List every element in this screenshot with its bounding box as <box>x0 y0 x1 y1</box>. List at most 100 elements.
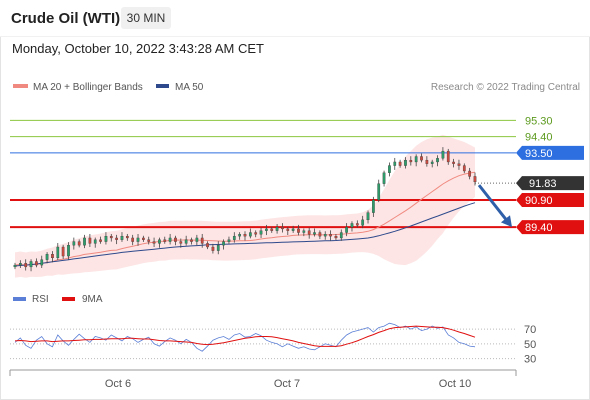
price-panel: 95.30 94.40 93.50 90.90 89.40 91.83 <box>10 115 584 278</box>
candle-body <box>211 246 215 251</box>
candle-body <box>142 237 145 240</box>
candle-body <box>51 254 54 259</box>
candle-body <box>468 170 472 177</box>
candle-body <box>227 239 231 242</box>
candle-body <box>366 212 370 221</box>
candle-body <box>136 237 140 242</box>
rsi-line <box>14 322 476 352</box>
candle-body <box>216 245 220 251</box>
legend-rsi-swatch <box>13 297 26 301</box>
level-tag-90-90 <box>516 192 584 207</box>
candle-body <box>270 228 274 231</box>
last-price-tag <box>516 176 584 191</box>
level-label-93-50: 93.50 <box>525 148 553 160</box>
candle-body <box>158 239 161 244</box>
candle-body <box>61 246 65 257</box>
candle-body <box>206 243 209 248</box>
candle-body <box>355 223 359 226</box>
header-divider <box>0 36 590 37</box>
candle-body <box>24 263 28 268</box>
candle-body <box>238 234 242 237</box>
candle-body <box>361 219 365 226</box>
candle-body <box>372 199 375 213</box>
x-tick-oct7: Oct 7 <box>274 378 300 390</box>
candle-body <box>125 235 129 239</box>
candle-body <box>29 261 33 268</box>
instrument-title: Crude Oil (WTI) <box>11 10 121 27</box>
candle-body <box>88 237 92 244</box>
candle-body <box>302 230 306 233</box>
x-tick-oct6: Oct 6 <box>105 378 131 390</box>
candle-body <box>393 161 397 166</box>
ma50-line <box>14 202 476 267</box>
candle-body <box>77 241 81 246</box>
candle-body <box>184 239 188 244</box>
last-price-label: 91.83 <box>529 178 557 190</box>
candle-body <box>254 232 258 235</box>
candle-body <box>430 161 434 164</box>
level-tag-93-50 <box>516 145 584 160</box>
candle-body <box>40 259 44 266</box>
legend-rsi: RSI <box>32 294 49 305</box>
candle-body <box>388 165 391 173</box>
bollinger-band <box>15 134 475 278</box>
candle-body <box>109 235 113 239</box>
candle-body <box>297 228 300 233</box>
candle-body <box>457 163 461 166</box>
candle-body <box>286 228 290 231</box>
candle-body <box>131 237 135 242</box>
research-credit: Research © 2022 Trading Central <box>431 82 580 93</box>
candle-body <box>179 241 183 244</box>
candle-body <box>232 235 236 240</box>
level-label-90-90: 90.90 <box>525 195 553 207</box>
candle-body <box>200 237 204 244</box>
candle-body <box>473 176 477 183</box>
level-label-95-30: 95.30 <box>525 115 553 127</box>
candle-body <box>377 183 381 201</box>
interval-button[interactable]: 30 MIN <box>121 7 171 29</box>
candle-body <box>307 230 311 235</box>
candle-body <box>259 230 263 235</box>
candle-body <box>414 156 418 163</box>
candle-body <box>147 239 151 242</box>
forecast-arrow-shaft <box>477 184 509 222</box>
ma20-line <box>14 171 476 266</box>
candle-body <box>350 223 354 228</box>
candle-body <box>452 161 455 164</box>
candle-body <box>120 235 124 240</box>
rsi-tick-70: 70 <box>524 324 536 336</box>
candle-body <box>163 239 167 242</box>
candle-body <box>35 261 38 266</box>
candle-body <box>291 228 295 231</box>
candle-body <box>345 226 348 233</box>
rsi-tick-30: 30 <box>524 354 536 366</box>
candle-body <box>248 232 252 237</box>
candle-body <box>313 232 316 235</box>
candle-body <box>67 245 70 257</box>
candle-body <box>72 241 76 246</box>
candle-body <box>398 161 402 166</box>
legend-ma50: MA 50 <box>175 82 204 93</box>
candle-body <box>104 235 108 242</box>
candle-body <box>13 264 17 268</box>
candle-body <box>83 237 86 246</box>
legend-rsi-ma-swatch <box>62 297 75 301</box>
candle-body <box>56 246 60 259</box>
candle-body <box>243 234 247 237</box>
candle-body <box>174 237 177 242</box>
x-tick-oct10: Oct 10 <box>439 378 471 390</box>
candle-body <box>18 263 22 266</box>
candle-body <box>195 237 199 242</box>
candle-body <box>115 237 118 240</box>
candle-body <box>329 234 332 237</box>
candle-body <box>334 235 338 239</box>
candle-body <box>323 234 327 237</box>
candle-body <box>281 226 284 230</box>
forecast-arrow-head <box>500 215 512 228</box>
candle-body <box>441 150 445 159</box>
candle-body <box>420 156 423 161</box>
candle-body <box>339 232 343 239</box>
candle-body <box>462 165 466 172</box>
candle-body <box>168 237 172 242</box>
candle-body <box>265 228 268 231</box>
